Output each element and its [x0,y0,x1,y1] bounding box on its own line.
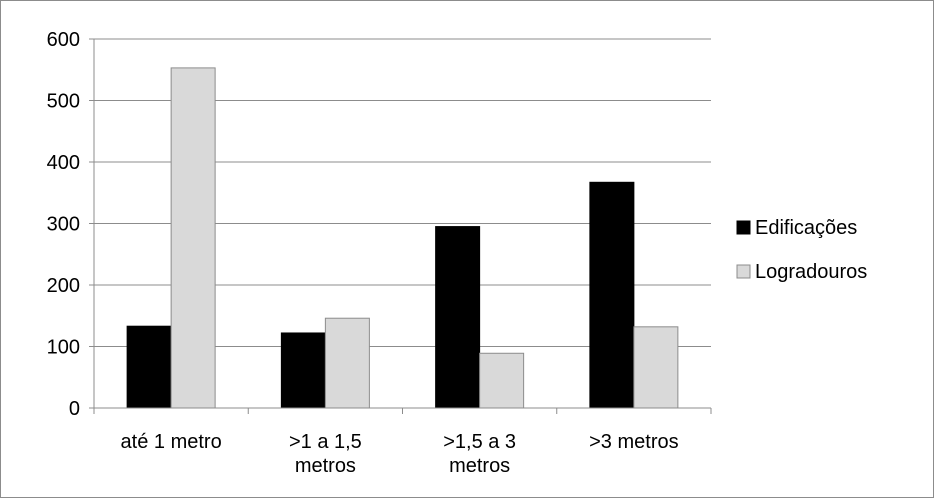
bar-edificacoes [589,181,635,409]
bar-logradouros [479,352,525,409]
x-tick-label: até 1 metro [121,431,222,453]
y-tick-labels: 0 100 200 300 400 500 600 [47,29,80,420]
x-tick-labels: até 1 metro >1 a 1,5 metros >1,5 a 3 metros >… [121,431,679,477]
legend-label: Edificações [755,217,857,239]
y-tick-label: 500 [47,91,80,113]
y-tick-label: 300 [47,214,80,236]
bar-edificacoes [280,332,326,409]
legend: Edificações Logradouros [736,217,867,283]
bar-logradouros [324,317,370,409]
y-tick-label: 200 [47,275,80,297]
x-tick-label: >3 metros [589,431,678,453]
x-tick-label: >1,5 a 3 metros [443,431,516,477]
legend-swatch [736,264,751,279]
y-tick-label: 0 [69,398,80,420]
bar-edificacoes [126,325,172,409]
axes [89,38,712,414]
y-tick-label: 100 [47,337,80,359]
bar-logradouros [633,326,679,409]
legend-label: Logradouros [755,261,867,283]
bars [126,67,679,409]
bar-edificacoes [435,226,481,409]
x-tick-label: >1 a 1,5 metros [289,431,362,477]
legend-swatch [736,220,751,235]
y-tick-label: 600 [47,29,80,51]
bar-logradouros [170,67,216,409]
y-tick-label: 400 [47,152,80,174]
